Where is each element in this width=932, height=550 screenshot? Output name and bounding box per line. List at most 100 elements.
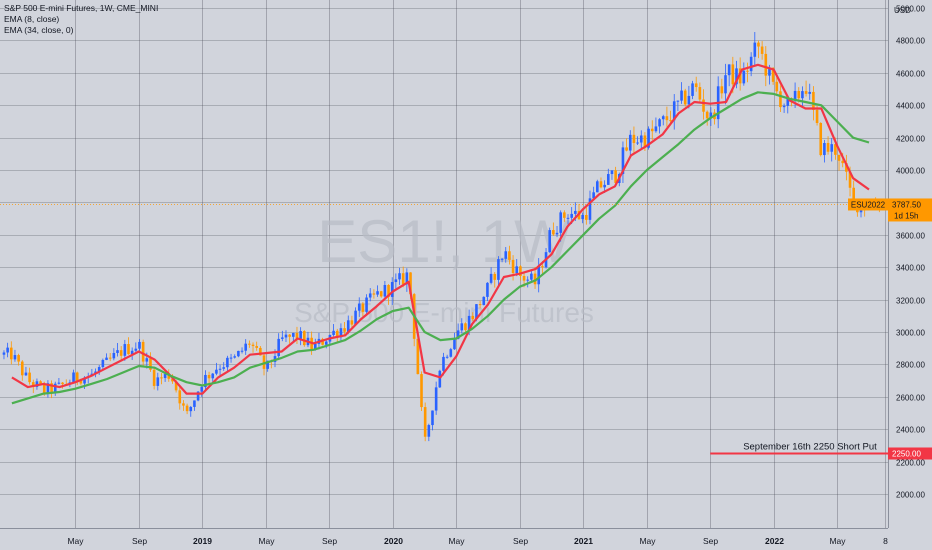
candle-body (449, 349, 453, 357)
candle-body (537, 266, 541, 285)
candle-body (720, 86, 724, 94)
candle-body (134, 348, 138, 351)
candle-body (281, 337, 284, 339)
ema-34-line (11, 91, 870, 405)
candle-body (218, 368, 222, 370)
candle-body (295, 332, 299, 339)
candle-body (171, 378, 174, 382)
candle-body (442, 356, 445, 371)
candle-body (508, 251, 511, 260)
candle-body (683, 90, 687, 105)
candle-body (127, 344, 130, 355)
candle-body (826, 142, 830, 152)
x-tick-label: May (639, 536, 656, 546)
candle-body (116, 350, 119, 353)
candle-body (193, 400, 196, 407)
candle-body (365, 297, 368, 312)
y-tick-label: 4000.00 (896, 167, 925, 176)
candle-body (149, 358, 152, 370)
candle-body (661, 116, 665, 120)
candle-body (332, 330, 335, 335)
candle-body (196, 391, 200, 401)
candle-body (552, 230, 555, 235)
candle-body (361, 303, 365, 312)
candle-body (401, 273, 405, 285)
last-price-tag (888, 198, 932, 222)
legend-ema-8[interactable]: EMA (8, close) (4, 14, 60, 24)
candle-body (493, 273, 497, 280)
candle-body (625, 147, 628, 151)
candle-body (464, 323, 467, 331)
candle-body (724, 75, 727, 94)
series-lines (11, 63, 870, 405)
y-tick-label: 4600.00 (896, 70, 925, 79)
candle-body (672, 101, 676, 121)
candle-body (526, 279, 530, 281)
candle-body (555, 232, 559, 235)
y-tick-label: 3600.00 (896, 232, 925, 241)
candle-body (830, 144, 834, 152)
candle-body (346, 320, 350, 332)
candle-body (738, 68, 742, 84)
candle-body (50, 383, 53, 393)
candle-body (145, 358, 149, 362)
candle-body (606, 174, 610, 185)
candle-body (130, 350, 134, 355)
candle-body (215, 369, 218, 374)
candle-body (9, 347, 13, 360)
candle-body (379, 291, 383, 297)
candle-body (182, 403, 185, 406)
candle-body (79, 380, 83, 384)
candle-body (698, 87, 702, 100)
candle-body (83, 377, 86, 384)
short-put-label: September 16th 2250 Short Put (743, 441, 877, 452)
candle-body (240, 350, 244, 352)
candle-body (405, 272, 409, 285)
candle-body (687, 95, 691, 105)
candle-body (541, 266, 544, 268)
candle-body (409, 272, 412, 295)
candle-body (834, 144, 837, 155)
candle-body (632, 134, 636, 144)
candle-body (574, 210, 577, 214)
candle-body (57, 382, 61, 384)
candle-body (434, 387, 438, 411)
candle-body (823, 142, 826, 156)
candle-body (643, 135, 647, 148)
candle-body (299, 331, 302, 339)
candle-body (248, 343, 251, 345)
price-axis-background (888, 0, 932, 550)
candle-body (588, 198, 592, 220)
x-tick-label: 8 (883, 536, 888, 546)
candle-body (749, 56, 753, 72)
candle-body (702, 99, 705, 112)
y-tick-label: 3200.00 (896, 297, 925, 306)
short-put-price-tag (888, 447, 932, 460)
candle-body (456, 330, 460, 339)
candle-body (204, 374, 207, 388)
candle-body (141, 341, 145, 362)
candle-body (20, 361, 24, 376)
candle-body (475, 304, 478, 320)
x-tick-label: May (67, 536, 84, 546)
candle-body (13, 355, 17, 360)
grid (0, 0, 888, 528)
legend-ema-34[interactable]: EMA (34, close, 0) (4, 25, 74, 35)
candle-body (522, 275, 526, 281)
candle-body (489, 273, 493, 283)
candle-body (262, 355, 266, 369)
x-tick-label: Sep (703, 536, 718, 546)
watermark: ES1!, 1W S&P 500 E-mini Futures (294, 208, 594, 328)
candle-body (160, 377, 163, 379)
candle-body (650, 128, 654, 132)
candle-body (654, 126, 658, 132)
chart-title[interactable]: S&P 500 E-mini Futures, 1W, CME_MINI (4, 3, 159, 13)
candle-body (445, 356, 449, 358)
candle-body (313, 343, 317, 350)
candle-body (694, 83, 698, 88)
candle-body (735, 68, 738, 85)
candle-body (581, 214, 584, 220)
candle-body (570, 213, 573, 218)
candle-body (431, 410, 434, 426)
